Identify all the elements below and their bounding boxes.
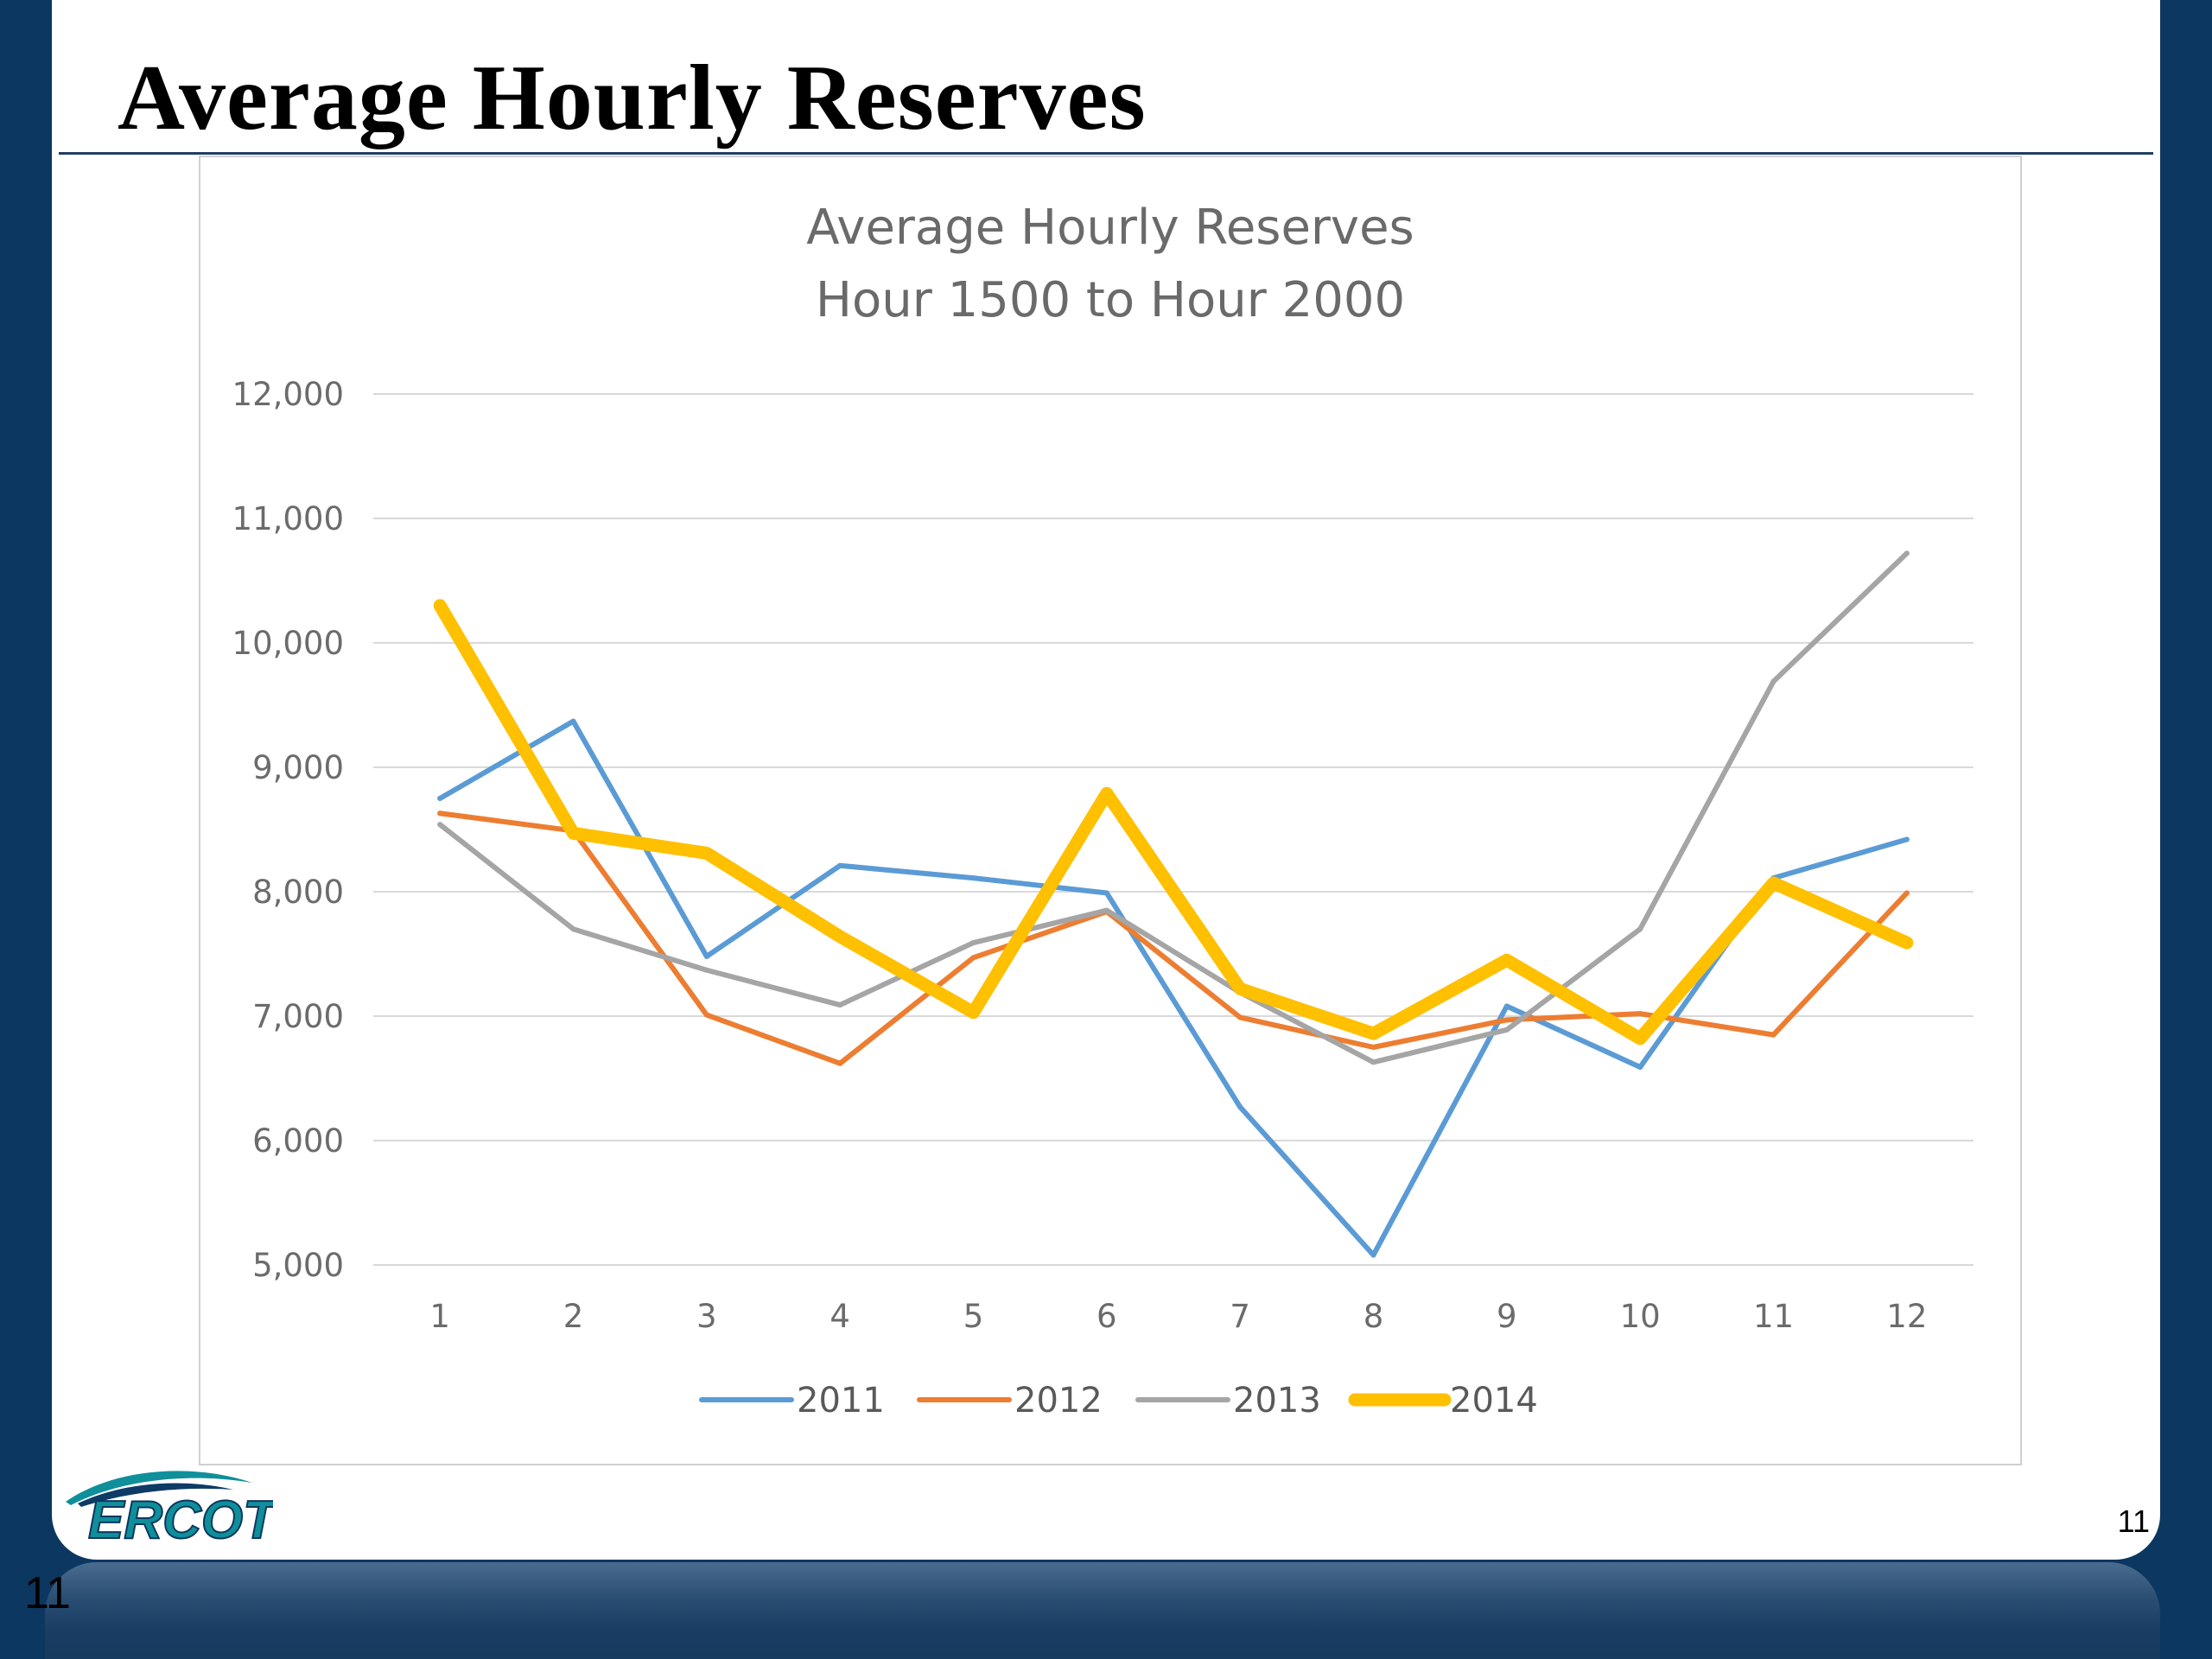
data-point-2011 bbox=[1637, 1065, 1643, 1071]
data-point-2012 bbox=[1904, 890, 1910, 896]
data-point-2012 bbox=[1503, 1017, 1510, 1023]
x-tick-label: 7 bbox=[1230, 1298, 1250, 1335]
data-point-2013 bbox=[970, 940, 976, 946]
data-point-2013 bbox=[703, 967, 709, 973]
data-point-2014 bbox=[567, 827, 580, 840]
data-point-2014 bbox=[834, 930, 847, 943]
data-point-2011 bbox=[970, 875, 976, 881]
ercot-logo bbox=[66, 1471, 252, 1507]
gridlines bbox=[373, 393, 1974, 1266]
logo-text: ERCOT bbox=[88, 1491, 273, 1550]
line-chart: Average Hourly Reserves Hour 1500 to Hou… bbox=[232, 200, 1974, 1421]
data-point-2014 bbox=[1234, 982, 1247, 995]
logo-swoosh-inner-icon bbox=[78, 1483, 233, 1507]
data-point-2011 bbox=[570, 718, 576, 724]
logo-swoosh-icon bbox=[66, 1471, 252, 1505]
data-point-2014 bbox=[1500, 954, 1513, 967]
chart-title-line-2: Hour 1500 to Hour 2000 bbox=[816, 272, 1405, 328]
legend-label-2012: 2012 bbox=[1014, 1381, 1103, 1421]
x-tick-label: 12 bbox=[1886, 1298, 1927, 1335]
data-point-2012 bbox=[1370, 1045, 1376, 1050]
data-point-2012 bbox=[1770, 1032, 1777, 1038]
data-point-2014 bbox=[1100, 787, 1113, 800]
x-tick-label: 11 bbox=[1753, 1298, 1794, 1335]
series-line-2014 bbox=[433, 599, 1914, 1046]
data-point-2012 bbox=[703, 1012, 709, 1018]
data-point-2012 bbox=[970, 955, 976, 961]
data-point-2013 bbox=[1637, 926, 1643, 932]
slide-title: Average Hourly Reserves bbox=[118, 47, 1147, 149]
data-point-2014 bbox=[1767, 876, 1780, 889]
x-tick-label: 9 bbox=[1497, 1298, 1517, 1335]
y-tick-label: 5,000 bbox=[252, 1247, 344, 1284]
data-point-2013 bbox=[1503, 1027, 1510, 1033]
x-tick-label: 8 bbox=[1363, 1298, 1384, 1335]
chart-area: Average Hourly Reserves Hour 1500 to Hou… bbox=[199, 156, 2022, 1465]
data-point-2014 bbox=[1634, 1032, 1647, 1045]
data-point-2014 bbox=[434, 599, 447, 612]
data-point-2011 bbox=[1103, 890, 1109, 896]
data-point-2012 bbox=[437, 810, 443, 817]
x-tick-label: 10 bbox=[1620, 1298, 1661, 1335]
data-point-2013 bbox=[1904, 550, 1910, 556]
x-tick-label: 4 bbox=[830, 1298, 850, 1335]
legend-label-2011: 2011 bbox=[797, 1381, 885, 1421]
data-point-2011 bbox=[437, 796, 443, 801]
data-point-2014 bbox=[1900, 937, 1913, 950]
data-point-2011 bbox=[1904, 836, 1910, 842]
series-line-2011 bbox=[437, 718, 1910, 1258]
data-point-2014 bbox=[967, 1006, 980, 1019]
y-tick-label: 7,000 bbox=[252, 998, 344, 1035]
y-tick-label: 9,000 bbox=[252, 749, 344, 786]
x-tick-label: 1 bbox=[429, 1298, 450, 1335]
page-number-outer: 11 bbox=[24, 1568, 71, 1618]
page-number: 11 bbox=[2117, 1503, 2150, 1539]
y-tick-label: 10,000 bbox=[232, 625, 344, 662]
footer-band bbox=[45, 1562, 2160, 1659]
data-point-2011 bbox=[703, 953, 709, 959]
y-tick-label: 8,000 bbox=[252, 874, 344, 911]
data-point-2014 bbox=[700, 847, 713, 860]
data-point-2013 bbox=[437, 822, 443, 828]
x-axis-ticks: 1 2 3 4 5 6 7 8 9 10 11 12 bbox=[429, 1298, 1927, 1335]
data-point-2012 bbox=[1237, 1014, 1243, 1020]
data-point-2014 bbox=[1367, 1027, 1380, 1040]
x-tick-label: 3 bbox=[696, 1298, 717, 1335]
y-tick-label: 12,000 bbox=[232, 376, 344, 413]
title-divider bbox=[59, 152, 2153, 155]
data-point-2013 bbox=[1103, 907, 1109, 913]
data-point-2011 bbox=[1237, 1104, 1243, 1110]
legend-label-2014: 2014 bbox=[1450, 1381, 1538, 1421]
data-point-2012 bbox=[1637, 1011, 1643, 1017]
data-point-2011 bbox=[1370, 1252, 1376, 1258]
chart-title-line-1: Average Hourly Reserves bbox=[806, 200, 1414, 256]
legend: 2011 2012 2013 2014 bbox=[699, 1381, 1538, 1421]
y-axis-ticks: 5,000 6,000 7,000 8,000 9,000 10,000 11,000 12,… bbox=[232, 376, 344, 1284]
data-point-2011 bbox=[1503, 1003, 1510, 1009]
data-point-2011 bbox=[837, 862, 843, 868]
y-tick-label: 6,000 bbox=[252, 1122, 344, 1160]
data-point-2013 bbox=[570, 926, 576, 932]
ercot-wordmark: ERCOT bbox=[87, 1490, 273, 1551]
series-lines bbox=[433, 550, 1914, 1258]
data-point-2013 bbox=[1370, 1059, 1376, 1065]
legend-label-2013: 2013 bbox=[1233, 1381, 1321, 1421]
data-point-2013 bbox=[1770, 678, 1777, 684]
y-tick-label: 11,000 bbox=[232, 500, 344, 537]
x-tick-label: 5 bbox=[963, 1298, 984, 1335]
data-point-2012 bbox=[837, 1060, 843, 1066]
series-line-2013 bbox=[437, 550, 1910, 1065]
x-tick-label: 6 bbox=[1096, 1298, 1117, 1335]
data-point-2013 bbox=[837, 1002, 843, 1008]
x-tick-label: 2 bbox=[563, 1298, 584, 1335]
